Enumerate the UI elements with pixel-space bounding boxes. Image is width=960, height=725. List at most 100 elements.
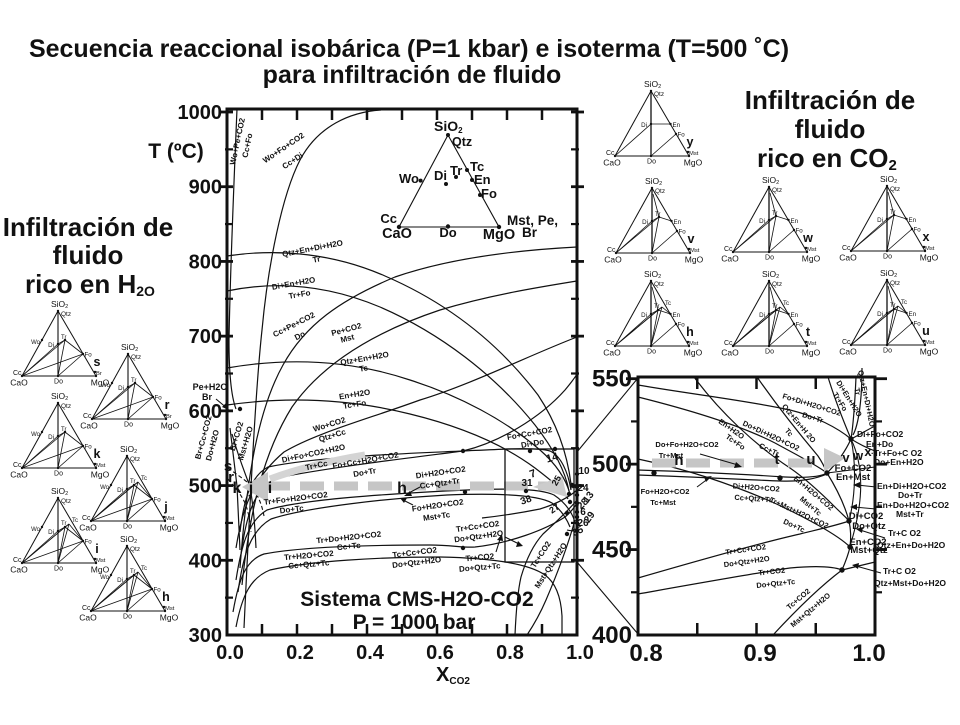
svg-text:Mst+Tc: Mst+Tc	[423, 510, 452, 523]
svg-text:Do: Do	[293, 329, 307, 342]
svg-text:v: v	[842, 450, 850, 465]
svg-text:Mst: Mst	[165, 606, 175, 612]
svg-text:Di+CO2: Di+CO2	[849, 511, 884, 522]
svg-text:SiO2: SiO2	[120, 534, 137, 545]
svg-text:Tr: Tr	[312, 254, 321, 264]
svg-text:Tc: Tc	[783, 301, 789, 307]
svg-text:MgO: MgO	[91, 470, 110, 480]
svg-text:Mst: Mst	[96, 463, 106, 469]
svg-text:Cc: Cc	[82, 605, 91, 612]
svg-text:MgO: MgO	[684, 158, 703, 168]
svg-text:Mst: Mst	[340, 332, 356, 344]
svg-text:Di+H2O+CO2: Di+H2O+CO2	[732, 481, 780, 493]
svg-text:Do: Do	[883, 254, 892, 261]
svg-text:Do: Do	[54, 379, 63, 386]
svg-text:MgO: MgO	[91, 378, 110, 388]
svg-text:Qtz: Qtz	[131, 354, 141, 361]
svg-text:MgO: MgO	[160, 523, 179, 533]
svg-text:MgO: MgO	[802, 348, 821, 358]
svg-text:SiO2: SiO2	[762, 175, 779, 186]
svg-text:Wo: Wo	[31, 340, 41, 346]
svg-text:Cc: Cc	[724, 340, 733, 347]
svg-text:Fo: Fo	[85, 352, 93, 359]
svg-text:1000: 1000	[178, 102, 223, 124]
svg-text:10: 10	[578, 466, 590, 477]
svg-text:Cc: Cc	[380, 211, 397, 226]
svg-text:Sistema CMS-H2O-CO2: Sistema CMS-H2O-CO2	[300, 588, 533, 611]
svg-text:Qtz+En+Do+H2O: Qtz+En+Do+H2O	[877, 540, 946, 550]
svg-text:Tc: Tc	[72, 518, 78, 524]
svg-text:y: y	[687, 135, 694, 149]
svg-text:Pe+H2O: Pe+H2O	[193, 382, 228, 392]
svg-text:Qtz: Qtz	[61, 311, 71, 318]
svg-text:Do: Do	[765, 255, 774, 262]
svg-text:Di: Di	[877, 217, 883, 224]
svg-text:CaO: CaO	[839, 253, 857, 263]
svg-text:SiO2: SiO2	[121, 342, 138, 353]
svg-text:En+CO2: En+CO2	[849, 537, 886, 548]
svg-text:T (ºC): T (ºC)	[148, 140, 203, 163]
svg-text:t: t	[775, 451, 780, 468]
svg-text:Tc: Tc	[141, 566, 147, 572]
svg-text:CaO: CaO	[10, 565, 28, 575]
svg-text:35: 35	[571, 524, 586, 539]
svg-text:Mst: Mst	[807, 341, 817, 347]
svg-text:Do+Qtz: Do+Qtz	[852, 521, 886, 532]
svg-text:Di: Di	[48, 529, 54, 536]
svg-text:Wo: Wo	[100, 485, 110, 491]
svg-text:Tr+C O2: Tr+C O2	[888, 528, 921, 538]
svg-text:Mst: Mst	[165, 516, 175, 522]
svg-text:Infiltración de: Infiltración de	[745, 85, 915, 115]
svg-text:MgO: MgO	[685, 255, 704, 265]
svg-text:Do+Qtz+Tc: Do+Qtz+Tc	[756, 577, 796, 590]
svg-text:fluido: fluido	[795, 114, 866, 144]
svg-text:rico en H2O: rico en H2O	[25, 269, 155, 299]
svg-text:Mst: Mst	[96, 558, 106, 564]
svg-text:Cc+Tc: Cc+Tc	[337, 541, 362, 552]
svg-text:En+Di+H2O+CO2: En+Di+H2O+CO2	[877, 481, 946, 491]
svg-text:MgO: MgO	[160, 613, 179, 623]
svg-text:Do: Do	[123, 524, 132, 531]
svg-text:r: r	[228, 469, 234, 486]
svg-text:Tr+CO2: Tr+CO2	[758, 566, 786, 578]
svg-text:CaO: CaO	[10, 470, 28, 480]
svg-text:En: En	[674, 219, 682, 226]
svg-text:Br: Br	[202, 392, 212, 402]
svg-text:Di: Di	[877, 311, 883, 318]
svg-text:Qtz: Qtz	[61, 403, 71, 410]
svg-text:Do: Do	[647, 159, 656, 166]
svg-text:Fo: Fo	[155, 395, 163, 402]
svg-text:Di: Di	[117, 577, 123, 584]
svg-text:25: 25	[550, 474, 564, 488]
svg-text:SiO2: SiO2	[644, 269, 661, 280]
svg-text:Tr: Tr	[130, 569, 135, 575]
svg-text:Qtz: Qtz	[655, 188, 665, 195]
svg-text:Br: Br	[522, 225, 538, 240]
svg-text:800: 800	[189, 251, 222, 273]
svg-text:En+Do+H2O+CO2: En+Do+H2O+CO2	[877, 500, 949, 510]
svg-text:para infiltración de fluido: para infiltración de fluido	[263, 61, 562, 89]
svg-text:Tc+Fo: Tc+Fo	[342, 398, 366, 411]
svg-text:i: i	[268, 480, 272, 497]
svg-text:Di: Di	[434, 168, 447, 183]
svg-text:31: 31	[521, 478, 533, 489]
svg-text:Wo: Wo	[100, 575, 110, 581]
svg-text:En: En	[909, 311, 917, 318]
svg-text:Do+Tr: Do+Tr	[898, 490, 923, 500]
svg-text:En: En	[474, 172, 491, 187]
svg-text:CaO: CaO	[10, 378, 28, 388]
svg-text:Fo: Fo	[154, 497, 162, 504]
svg-text:MgO: MgO	[920, 253, 939, 263]
svg-text:Tr: Tr	[654, 304, 659, 310]
svg-text:Cc: Cc	[606, 150, 615, 157]
svg-text:500: 500	[592, 451, 632, 478]
svg-text:k: k	[94, 447, 101, 461]
svg-text:Qtz: Qtz	[654, 91, 664, 98]
svg-text:k: k	[233, 480, 242, 497]
svg-text:Do: Do	[883, 348, 892, 355]
svg-text:0.8: 0.8	[629, 640, 662, 667]
svg-text:SiO2: SiO2	[120, 444, 137, 455]
svg-text:j: j	[163, 500, 167, 514]
svg-text:Fo: Fo	[678, 322, 686, 329]
svg-text:Infiltración de: Infiltración de	[3, 212, 173, 242]
